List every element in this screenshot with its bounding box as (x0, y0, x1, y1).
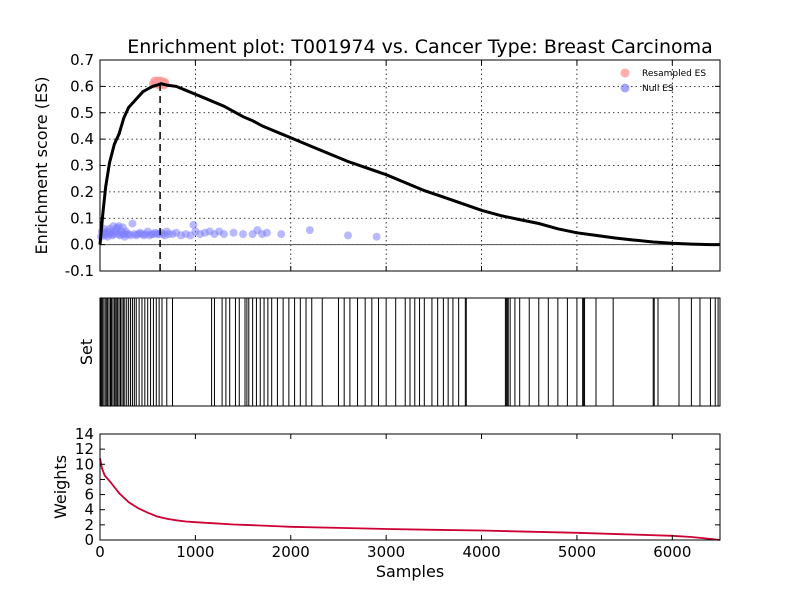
null-es-point (220, 230, 228, 239)
weights-y-tick-label: 14 (75, 425, 94, 443)
weights-x-tick-label: 3000 (367, 543, 405, 561)
null-es-point (344, 231, 352, 240)
weights-x-tick-label: 0 (95, 543, 105, 561)
es-grid (100, 60, 720, 271)
es-y-tick-label: 0.3 (70, 157, 94, 175)
legend: Resampled ES Null ES (620, 68, 706, 94)
weights-y-tick-label: 4 (84, 501, 94, 519)
set-panel: Set (77, 297, 721, 407)
legend-null-marker (620, 83, 630, 93)
weights-frame (99, 433, 721, 541)
weights-y-axis-label: Weights (51, 455, 70, 519)
weights-y-tick-label: 2 (84, 516, 94, 534)
null-es-point (305, 226, 314, 235)
set-frame (99, 297, 721, 407)
weights-x-tick-label: 4000 (462, 543, 500, 561)
es-y-tick-label: 0.5 (70, 104, 94, 122)
es-y-tick-label: 0.6 (70, 77, 94, 95)
es-panel: -0.1 0.0 0.1 0.2 0.3 0.4 0.5 0.6 0.7 Enrichment … (32, 51, 721, 280)
samples-x-axis-label: Samples (376, 562, 444, 581)
set-y-axis-label: Set (77, 339, 96, 365)
es-ticks: -0.1 0.0 0.1 0.2 0.3 0.4 0.5 0.6 0.7 (65, 51, 720, 280)
chart-title: Enrichment plot: T001974 vs. Cancer Type… (127, 36, 713, 58)
weights-x-tick-label: 2000 (272, 543, 310, 561)
es-y-axis-label: Enrichment score (ES) (32, 77, 51, 255)
weights-x-tick-label: 1000 (176, 543, 214, 561)
null-es-point (239, 230, 248, 239)
weights-x-tick-label: 5000 (558, 543, 596, 561)
weights-y-tick-label: 8 (84, 470, 94, 488)
es-y-tick-label: -0.1 (65, 262, 94, 280)
legend-resampled-marker (620, 68, 630, 78)
null-es-point (189, 220, 198, 229)
weights-y-tick-label: 0 (84, 531, 94, 549)
set-hits (99, 298, 719, 406)
weights-y-tick-label: 6 (84, 486, 94, 504)
legend-null-label: Null ES (642, 84, 674, 94)
es-curve (98, 82, 720, 247)
es-y-tick-label: 0.1 (70, 209, 94, 227)
es-y-tick-label: 0.7 (70, 51, 94, 69)
weights-curve (99, 458, 721, 541)
null-es-point (277, 230, 286, 239)
weights-y-tick-label: 10 (75, 455, 94, 473)
null-es-point (128, 219, 137, 228)
null-es-point (229, 228, 238, 237)
es-y-tick-label: 0.0 (70, 236, 94, 254)
null-es-point (262, 228, 271, 237)
null-es-points (96, 219, 381, 241)
null-es-point (372, 232, 381, 241)
es-y-tick-label: 0.2 (70, 183, 94, 201)
weights-y-tick-label: 12 (75, 440, 94, 458)
weights-x-tick-label: 6000 (653, 543, 691, 561)
es-y-tick-label: 0.4 (70, 130, 94, 148)
legend-resampled-label: Resampled ES (642, 69, 706, 79)
